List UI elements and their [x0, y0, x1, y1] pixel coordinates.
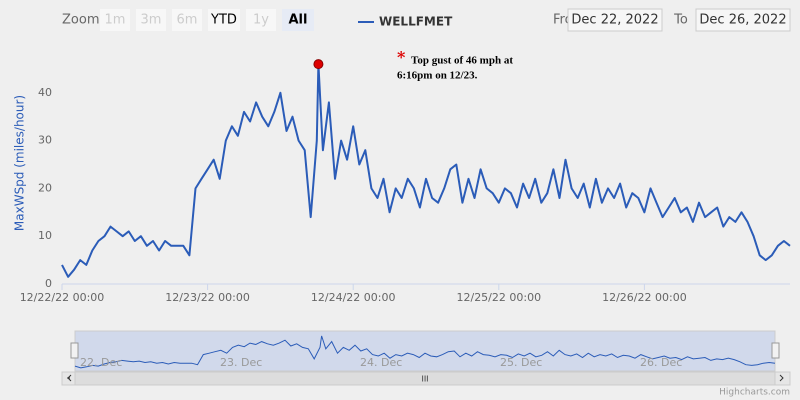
x-tick-label: 12/24/22 00:00 — [311, 291, 396, 304]
from-date[interactable]: Dec 22, 2022 — [571, 13, 658, 28]
y-tick-label: 40 — [38, 86, 52, 99]
zoom-button-label[interactable]: 6m — [177, 13, 198, 28]
annotation-text: Top gust of 46 mph at — [411, 55, 513, 67]
legend-label[interactable]: WELLFMET — [379, 15, 453, 29]
navigator-handle-left[interactable] — [70, 342, 79, 359]
navigator-label: 23. Dec — [220, 356, 262, 369]
x-tick-label: 12/26/22 00:00 — [602, 291, 687, 304]
x-tick-label: 12/23/22 00:00 — [165, 291, 250, 304]
zoom-button[interactable] — [246, 9, 276, 31]
zoom-button[interactable] — [282, 9, 314, 31]
zoom-button[interactable] — [136, 9, 166, 31]
navigator-handle-right[interactable] — [771, 342, 780, 359]
zoom-button-label[interactable]: YTD — [210, 13, 237, 28]
to-label: To — [673, 13, 688, 28]
zoom-label: Zoom — [62, 13, 99, 28]
annotation-text: 6:16pm on 12/23. — [397, 70, 478, 82]
navigator-label: 25. Dec — [500, 356, 542, 369]
navigator-label: 26. Dec — [640, 356, 682, 369]
to-date[interactable]: Dec 26, 2022 — [699, 13, 786, 28]
zoom-button[interactable] — [100, 9, 130, 31]
y-tick-label: 20 — [38, 181, 52, 194]
annotation-symbol: * — [397, 48, 406, 67]
credits[interactable]: Highcharts.com — [719, 388, 790, 398]
zoom-button[interactable] — [172, 9, 202, 31]
zoom-button[interactable] — [208, 9, 240, 31]
scrollbar-thumb[interactable] — [74, 371, 776, 386]
navigator-label: 24. Dec — [360, 356, 402, 369]
y-tick-label: 10 — [38, 229, 52, 242]
scroll-left[interactable] — [67, 374, 72, 382]
zoom-button-label[interactable]: 1m — [105, 13, 126, 28]
scrollbar-grip: III — [421, 375, 428, 384]
from-input[interactable] — [567, 8, 663, 32]
series-line — [61, 63, 791, 278]
to-input[interactable] — [695, 8, 791, 32]
navigator-label: 22. Dec — [80, 356, 122, 369]
y-tick-label: 30 — [38, 134, 52, 147]
zoom-button-label[interactable]: 3m — [141, 13, 162, 28]
navigator-line — [74, 335, 776, 369]
x-tick-label: 12/25/22 00:00 — [456, 291, 541, 304]
scroll-right[interactable] — [779, 374, 784, 382]
navigator-window[interactable] — [74, 330, 776, 372]
peak-marker — [313, 59, 324, 70]
zoom-button-label[interactable]: 1y — [253, 13, 269, 28]
zoom-button-label[interactable]: All — [289, 13, 308, 28]
y-tick-label: 0 — [45, 277, 52, 290]
x-tick-label: 12/22/22 00:00 — [20, 291, 105, 304]
y-axis-label: MaxWSpd (miles/hour) — [13, 95, 27, 231]
